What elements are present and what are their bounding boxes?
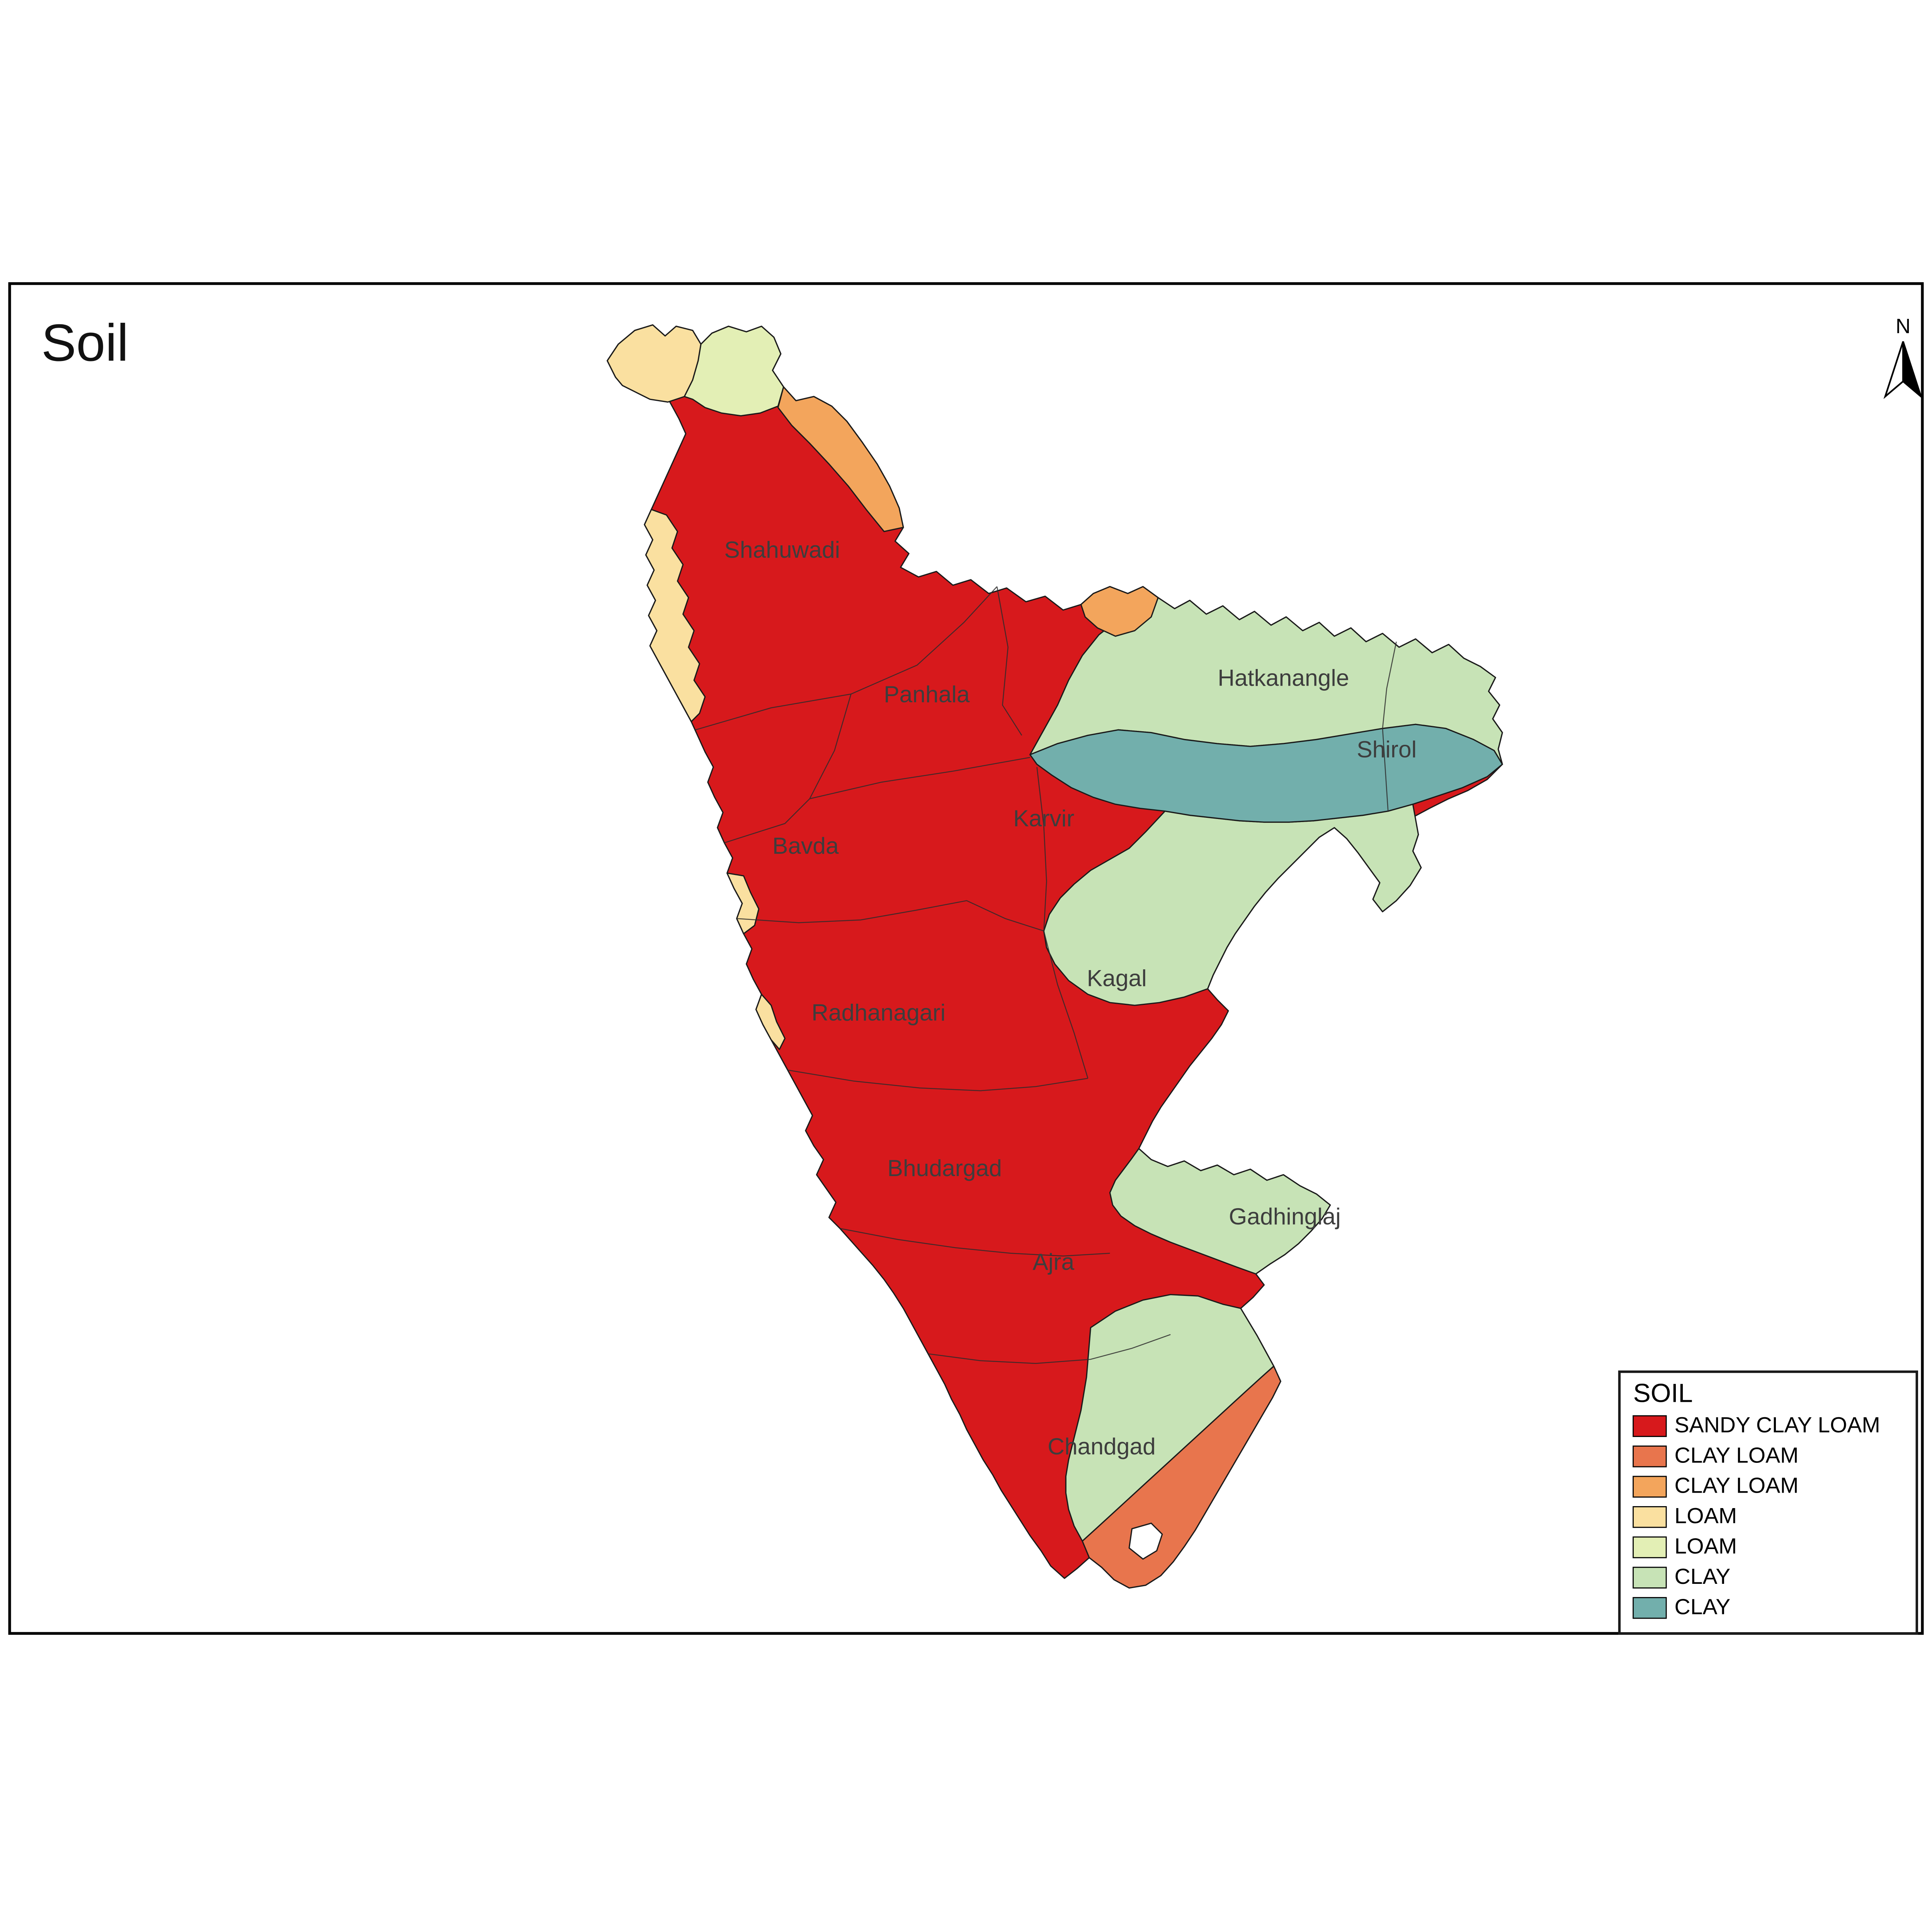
legend-item: CLAY bbox=[1633, 1564, 1731, 1589]
legend-item: LOAM bbox=[1633, 1534, 1737, 1559]
legend-label: CLAY LOAM bbox=[1675, 1473, 1799, 1498]
label-bhudargad: Bhudargad bbox=[888, 1155, 1002, 1181]
legend-item: CLAY LOAM bbox=[1633, 1473, 1799, 1498]
north-label: N bbox=[1896, 315, 1911, 338]
label-hatkanangle: Hatkanangle bbox=[1218, 664, 1349, 691]
legend-label: CLAY LOAM bbox=[1675, 1443, 1799, 1468]
legend-label: CLAY bbox=[1675, 1564, 1731, 1589]
legend-swatch-loam-1 bbox=[1633, 1506, 1667, 1528]
region-clay-loam-north bbox=[777, 386, 904, 532]
north-arrow: N bbox=[1883, 315, 1923, 399]
label-radhanagari: Radhanagari bbox=[811, 999, 946, 1025]
legend-swatch-clay-loam-1 bbox=[1633, 1445, 1667, 1468]
region-clay-gadhinglaj bbox=[1109, 1148, 1331, 1275]
legend-item: CLAY bbox=[1633, 1594, 1731, 1619]
region-clay-loam-patch bbox=[1080, 586, 1159, 637]
legend-swatch-clay-1 bbox=[1633, 1566, 1667, 1589]
legend-label: CLAY bbox=[1675, 1594, 1731, 1619]
region-loam-west-c bbox=[755, 994, 786, 1050]
legend-item: SANDY CLAY LOAM bbox=[1633, 1413, 1880, 1437]
legend-item: LOAM bbox=[1633, 1503, 1737, 1528]
region-hole bbox=[1128, 1522, 1163, 1560]
label-bavda: Bavda bbox=[772, 833, 839, 859]
region-loam-pale-nw bbox=[684, 325, 784, 417]
legend-swatch-clay-2 bbox=[1633, 1597, 1667, 1619]
label-karvir: Karvir bbox=[1013, 805, 1074, 831]
legend-box bbox=[1618, 1370, 1918, 1635]
label-chandgad: Chandgad bbox=[1048, 1433, 1156, 1459]
legend-label: SANDY CLAY LOAM bbox=[1675, 1413, 1880, 1437]
legend: SOIL SANDY CLAY LOAM CLAY LOAM CLAY LOAM… bbox=[1618, 1370, 1918, 1635]
taluka-boundaries bbox=[695, 586, 1397, 1364]
region-loam-west-b bbox=[726, 872, 760, 935]
legend-swatch-clay-loam-2 bbox=[1633, 1476, 1667, 1498]
legend-label: LOAM bbox=[1675, 1534, 1737, 1559]
legend-swatch-sandy-clay-loam bbox=[1633, 1415, 1667, 1437]
label-shirol: Shirol bbox=[1357, 736, 1417, 763]
label-shahuwadi: Shahuwadi bbox=[724, 536, 840, 563]
region-loam-west-a bbox=[644, 509, 706, 722]
legend-item: CLAY LOAM bbox=[1633, 1443, 1799, 1468]
label-gadhinglaj: Gadhinglaj bbox=[1229, 1203, 1341, 1229]
north-arrow-right-icon bbox=[1902, 341, 1923, 399]
legend-label: LOAM bbox=[1675, 1503, 1737, 1528]
page-title: Soil bbox=[41, 313, 129, 372]
taluka-labels: Shahuwadi Panhala Hatkanangle Shirol Kar… bbox=[724, 536, 1417, 1459]
district-map: Shahuwadi Panhala Hatkanangle Shirol Kar… bbox=[607, 324, 1503, 1589]
legend-title: SOIL bbox=[1633, 1379, 1693, 1408]
legend-swatch-loam-2 bbox=[1633, 1536, 1667, 1558]
label-ajra: Ajra bbox=[1032, 1248, 1074, 1275]
label-kagal: Kagal bbox=[1087, 965, 1147, 991]
label-panhala: Panhala bbox=[884, 681, 970, 707]
